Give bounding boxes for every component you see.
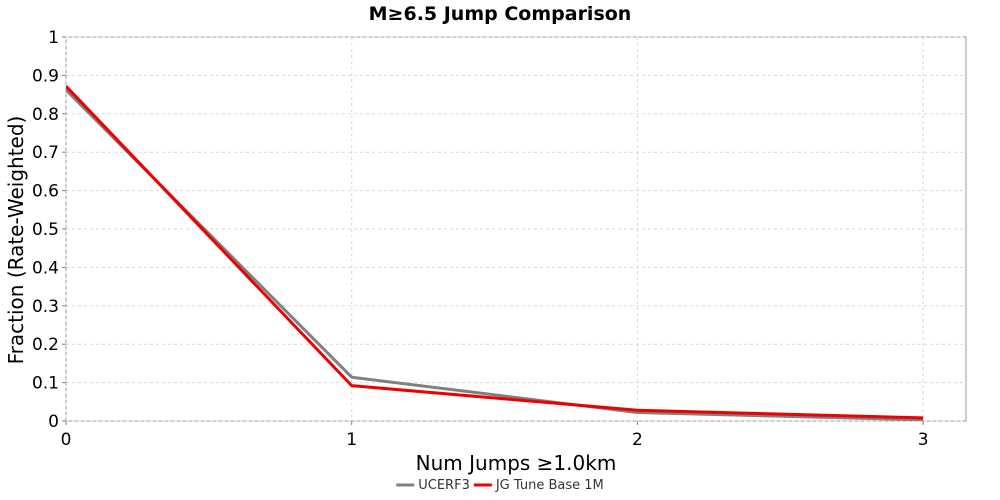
x-tick-label: 2 <box>632 430 643 450</box>
x-tick-label: 0 <box>61 430 72 450</box>
y-tick-label: 0.4 <box>32 258 59 278</box>
x-axis-label: Num Jumps ≥1.0km <box>416 451 617 475</box>
legend-label: UCERF3 <box>418 478 470 493</box>
y-tick-label: 0.9 <box>32 66 59 86</box>
legend-item-ucerf3: UCERF3 <box>396 478 470 493</box>
y-tick-label: 0.7 <box>32 143 59 163</box>
legend: UCERF3 JG Tune Base 1M <box>396 478 604 493</box>
y-axis-label: Fraction (Rate-Weighted) <box>4 116 28 365</box>
series-lines <box>66 85 924 421</box>
axis-ticks: 0 0.1 0.2 0.3 0.4 0.5 0.6 0.7 0.8 0.9 1 0 1 2 3 <box>32 28 929 450</box>
series-line-jg-tune-base-1m <box>66 85 924 420</box>
x-tick-label: 3 <box>918 430 929 450</box>
legend-label: JG Tune Base 1M <box>495 478 604 493</box>
y-tick-label: 0.3 <box>32 297 59 317</box>
y-tick-label: 0.1 <box>32 374 59 394</box>
series-line-ucerf3 <box>66 88 924 421</box>
legend-item-jg-tune-base-1m: JG Tune Base 1M <box>473 478 604 493</box>
y-tick-label: 1 <box>48 28 59 48</box>
x-tick-label: 1 <box>346 430 357 450</box>
y-tick-label: 0.8 <box>32 105 59 125</box>
y-tick-label: 0.5 <box>32 220 59 240</box>
chart-title: M≥6.5 Jump Comparison <box>369 3 632 25</box>
gridlines <box>65 36 966 422</box>
y-tick-label: 0.2 <box>32 335 59 355</box>
y-tick-label: 0.6 <box>32 182 59 202</box>
y-tick-label: 0 <box>48 412 59 432</box>
